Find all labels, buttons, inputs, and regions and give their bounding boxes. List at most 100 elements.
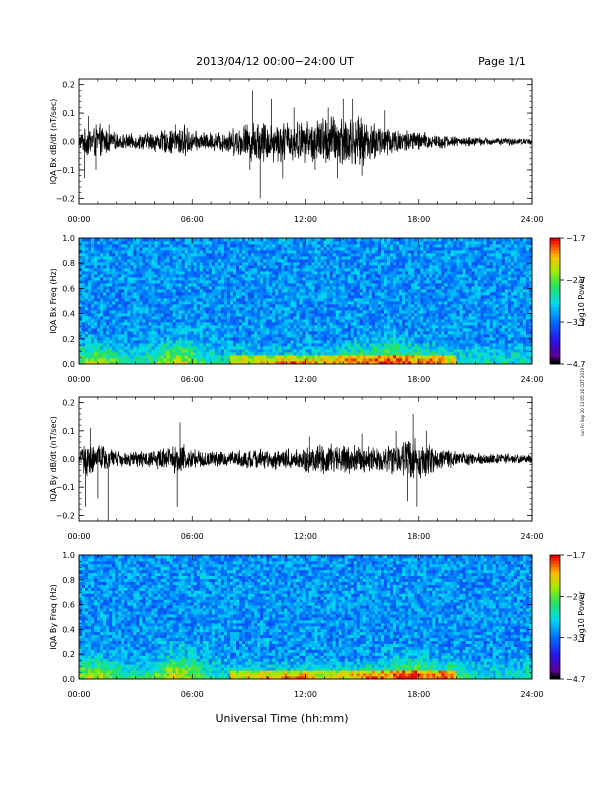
spectrogram-cell [356,355,361,359]
spectrogram-cell [245,241,249,245]
spectrogram-cell [94,298,98,302]
spectrogram-cell [154,307,158,311]
spectrogram-cell [296,244,300,248]
spectrogram-cell [91,256,95,260]
spectrogram-cell [399,280,403,284]
spectrogram-cell [260,247,264,251]
spectrogram-cell [275,265,279,269]
spectrogram-cell [205,337,210,341]
spectrogram-cell [359,313,364,317]
spectrogram-cell [405,247,409,251]
spectrogram-cell [374,253,379,257]
spectrogram-cell [414,256,418,260]
spectrogram-cell [251,343,255,347]
spectrogram-cell [426,307,430,311]
spectrogram-cell [130,322,134,326]
spectrogram-cell [172,277,177,281]
spectrogram-cell [175,319,180,323]
spectrogram-cell [338,256,343,260]
spectrogram-cell [287,361,291,365]
spectrogram-cell [82,295,86,299]
spectrogram-cell [217,334,222,338]
spectrogram-cell [377,325,382,329]
spectrogram-cell [423,271,427,275]
spectrogram-cell [236,277,240,281]
spectrogram-cell [353,307,358,311]
spectrogram-cell [193,313,198,317]
spectrogram-cell [245,247,249,251]
spectrogram-cell [356,301,361,305]
spectrogram-cell [320,286,325,290]
spectrogram-cell [359,265,364,269]
spectrogram-cell [193,343,198,347]
spectrogram-cell [100,325,104,329]
spectrogram-cell [278,250,282,254]
spectrogram-cell [160,268,164,272]
spectrogram-cell [257,343,261,347]
spectrogram-cell [127,241,131,245]
spectrogram-cell [100,262,104,266]
spectrogram-cell [169,349,174,353]
spectrogram-cell [100,292,104,296]
spectrogram-cell [393,265,397,269]
spectrogram-cell [223,247,228,251]
spectrogram-cell [263,337,267,341]
spectrogram-cell [217,259,222,263]
spectrogram-cell [208,337,213,341]
spectrogram-cell [269,316,273,320]
spectrogram-cell [178,355,183,359]
spectrogram-cell [214,334,219,338]
spectrogram-cell [175,331,180,335]
spectrogram-cell [196,316,201,320]
spectrogram-cell [266,331,270,335]
spectrogram-cell [368,349,373,353]
spectrogram-cell [326,319,331,323]
spectrogram-cell [248,283,252,287]
spectrogram-cell [254,265,258,269]
spectrogram-cell [106,268,110,272]
spectrogram-cell [160,244,164,248]
spectrogram-cell [233,271,237,275]
spectrogram-cell [248,349,252,353]
spectrogram-cell [239,271,243,275]
spectrogram-cell [408,355,412,359]
spectrogram-cell [263,253,267,257]
spectrogram-cell [399,256,403,260]
spectrogram-cell [94,337,98,341]
spectrogram-cell [214,280,219,284]
spectrogram-cell [175,280,180,284]
spectrogram-cell [160,298,164,302]
spectrogram-cell [420,343,424,347]
spectrogram-cell [390,331,394,335]
spectrogram-cell [94,253,98,257]
spectrogram-cell [103,343,107,347]
spectrogram-cell [85,304,89,308]
spectrogram-cell [160,358,164,362]
spectrogram-cell [142,358,146,362]
spectrogram-cell [329,313,334,317]
spectrogram-cell [311,265,315,269]
spectrogram-cell [405,286,409,290]
spectrogram-cell [320,352,325,356]
spectrogram-cell [88,337,92,341]
spectrogram-cell [417,349,421,353]
spectrogram-cell [371,346,376,350]
spectrogram-cell [82,310,86,314]
spectrogram-cell [223,346,228,350]
spectrogram-cell [284,343,288,347]
spectrogram-cell [317,319,321,323]
spectrogram-cell [371,259,376,263]
spectrogram-cell [214,268,219,272]
spectrogram-cell [335,331,340,335]
spectrogram-cell [284,334,288,338]
spectrogram-cell [417,259,421,263]
spectrogram-cell [202,316,207,320]
spectrogram-cell [205,253,210,257]
spectrogram-cell [423,310,427,314]
spectrogram-cell [226,262,231,266]
spectrogram-cell [121,259,125,263]
spectrogram-cell [314,241,318,245]
spectrogram-cell [145,328,149,332]
spectrogram-cell [368,310,373,314]
spectrogram-cell [97,325,101,329]
